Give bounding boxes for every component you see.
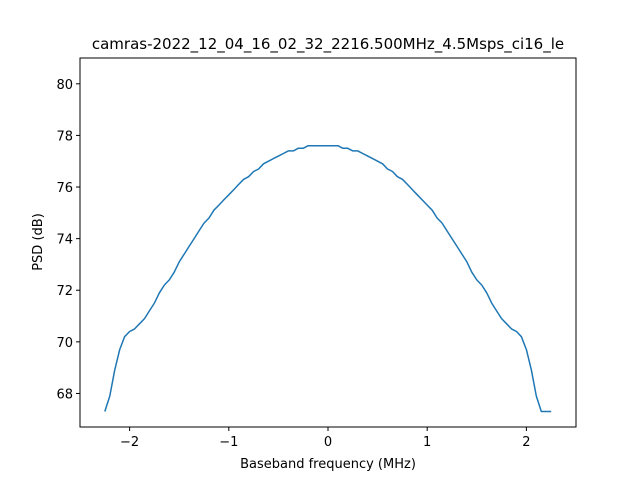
x-tick-label: 2 — [522, 435, 530, 450]
y-tick-label: 72 — [56, 284, 73, 299]
y-tick-label: 80 — [56, 78, 73, 93]
x-tick-label: 1 — [423, 435, 431, 450]
psd-series-line — [104, 144, 552, 413]
plot-background — [80, 58, 576, 427]
x-axis-title: Baseband frequency (MHz) — [240, 457, 416, 472]
x-tick-label: −2 — [120, 435, 139, 450]
y-axis-title: PSD (dB) — [31, 213, 46, 271]
y-tick-label: 74 — [56, 233, 73, 248]
x-tick-label: 0 — [324, 435, 332, 450]
y-tick-label: 78 — [56, 129, 73, 144]
y-axis: 68 70 72 74 76 78 80 — [56, 78, 80, 402]
y-tick-label: 68 — [56, 387, 73, 402]
y-tick-label: 70 — [56, 336, 73, 351]
x-tick-label: −1 — [219, 435, 238, 450]
x-axis: −2 −1 0 1 2 — [120, 427, 531, 450]
plot-area — [79, 57, 577, 428]
chart-title: camras-2022_12_04_16_02_32_2216.500MHz_4… — [92, 35, 564, 54]
y-tick-label: 76 — [56, 181, 73, 196]
